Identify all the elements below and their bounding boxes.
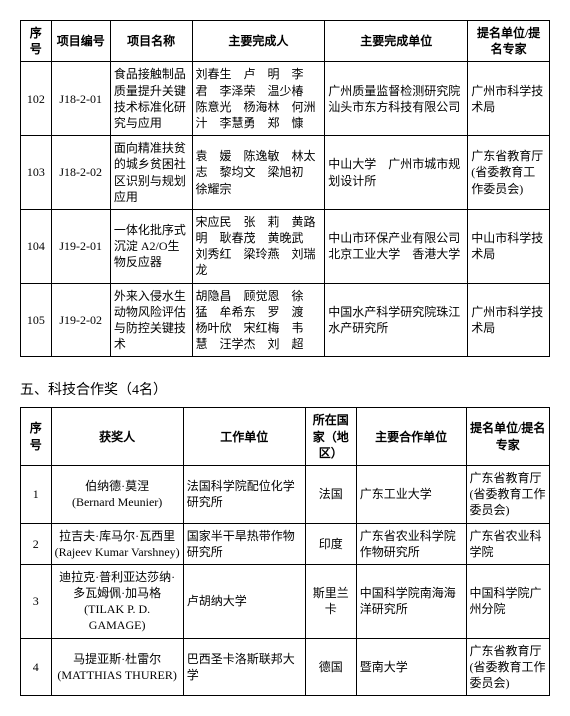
cell-work: 巴西圣卡洛斯联邦大学 [183,638,305,696]
cell-name: 面向精准扶贫的城乡贫困社区识别与规划应用 [110,136,192,210]
cell-code: J18-2-02 [51,136,110,210]
cell-work: 卢胡纳大学 [183,564,305,638]
cell-country: 德国 [305,638,356,696]
col-work: 工作单位 [183,408,305,466]
table-row: 1伯纳德·莫涅(Bernard Meunier)法国科学院配位化学研究所法国广东… [21,465,550,523]
cell-nominator: 广东省教育厅(省委教育工作委员会) [468,136,550,210]
col-nominator: 提名单位/提名专家 [466,408,549,466]
table-row: 3迪拉克·普利亚达莎纳·多瓦姆佩·加马格(TILAK P. D. GAMAGE)… [21,564,550,638]
cell-code: J19-2-01 [51,209,110,283]
cell-country: 斯里兰卡 [305,564,356,638]
cell-nominator: 广东省农业科学院 [466,523,549,564]
cell-seq: 104 [21,209,52,283]
cell-people: 宋应民 张 莉 黄路明 耿春茂 黄晚武 刘秀红 梁玲燕 刘瑞龙 [192,209,325,283]
col-orgs: 主要完成单位 [325,21,468,62]
table-header-row: 序号 项目编号 项目名称 主要完成人 主要完成单位 提名单位/提名专家 [21,21,550,62]
cell-country: 印度 [305,523,356,564]
col-awardee: 获奖人 [51,408,183,466]
cell-partner: 广东省农业科学院作物研究所 [356,523,466,564]
cell-orgs: 中山市环保产业有限公司 北京工业大学 香港大学 [325,209,468,283]
cell-orgs: 中山大学 广州市城市规划设计所 [325,136,468,210]
cell-seq: 102 [21,62,52,136]
table-row: 103J18-2-02面向精准扶贫的城乡贫困社区识别与规划应用袁 媛 陈逸敏 林… [21,136,550,210]
cooperation-award-table: 序号 获奖人 工作单位 所在国家（地区） 主要合作单位 提名单位/提名专家 1伯… [20,407,550,696]
section-title: 五、科技合作奖（4名） [20,379,550,399]
cell-code: J18-2-01 [51,62,110,136]
cell-name: 食品接触制品质量提升关键技术标准化研究与应用 [110,62,192,136]
col-name: 项目名称 [110,21,192,62]
cell-country: 法国 [305,465,356,523]
table-header-row: 序号 获奖人 工作单位 所在国家（地区） 主要合作单位 提名单位/提名专家 [21,408,550,466]
cell-nominator: 中国科学院广州分院 [466,564,549,638]
cell-seq: 2 [21,523,52,564]
table-row: 4马提亚斯·杜雷尔(MATTHIAS THURER)巴西圣卡洛斯联邦大学德国暨南… [21,638,550,696]
cell-nominator: 广东省教育厅(省委教育工作委员会) [466,638,549,696]
cell-people: 袁 媛 陈逸敏 林太志 黎均文 梁旭初 徐耀宗 [192,136,325,210]
table-row: 102J18-2-01食品接触制品质量提升关键技术标准化研究与应用刘春生 卢 明… [21,62,550,136]
cell-seq: 1 [21,465,52,523]
cell-orgs: 广州质量监督检测研究院 汕头市东方科技有限公司 [325,62,468,136]
cell-awardee: 拉吉夫·库马尔·瓦西里(Rajeev Kumar Varshney) [51,523,183,564]
cell-work: 国家半干旱热带作物研究所 [183,523,305,564]
col-country: 所在国家（地区） [305,408,356,466]
projects-table: 序号 项目编号 项目名称 主要完成人 主要完成单位 提名单位/提名专家 102J… [20,20,550,357]
table-row: 104J19-2-01一体化批序式沉淀 A2/O生物反应器宋应民 张 莉 黄路明… [21,209,550,283]
cell-nominator: 广州市科学技术局 [468,62,550,136]
col-code: 项目编号 [51,21,110,62]
col-partner: 主要合作单位 [356,408,466,466]
table-row: 2拉吉夫·库马尔·瓦西里(Rajeev Kumar Varshney)国家半干旱… [21,523,550,564]
cell-work: 法国科学院配位化学研究所 [183,465,305,523]
cell-people: 刘春生 卢 明 李 君 李泽荣 温少椿 陈意光 杨海林 何洲汁 李慧勇 郑 慷 [192,62,325,136]
cell-nominator: 广州市科学技术局 [468,283,550,357]
col-nominator: 提名单位/提名专家 [468,21,550,62]
cell-awardee: 迪拉克·普利亚达莎纳·多瓦姆佩·加马格(TILAK P. D. GAMAGE) [51,564,183,638]
col-people: 主要完成人 [192,21,325,62]
table-row: 105J19-2-02外来入侵水生动物风险评估与防控关键技术胡隐昌 顾觉恩 徐 … [21,283,550,357]
cell-seq: 4 [21,638,52,696]
cell-code: J19-2-02 [51,283,110,357]
col-seq: 序号 [21,21,52,62]
cell-name: 一体化批序式沉淀 A2/O生物反应器 [110,209,192,283]
cell-partner: 暨南大学 [356,638,466,696]
cell-name: 外来入侵水生动物风险评估与防控关键技术 [110,283,192,357]
cell-seq: 103 [21,136,52,210]
col-seq: 序号 [21,408,52,466]
cell-seq: 3 [21,564,52,638]
cell-nominator: 广东省教育厅(省委教育工作委员会) [466,465,549,523]
cell-orgs: 中国水产科学研究院珠江水产研究所 [325,283,468,357]
cell-partner: 广东工业大学 [356,465,466,523]
cell-seq: 105 [21,283,52,357]
cell-people: 胡隐昌 顾觉恩 徐 猛 牟希东 罗 渡 杨叶欣 宋红梅 韦 慧 汪学杰 刘 超 [192,283,325,357]
cell-nominator: 中山市科学技术局 [468,209,550,283]
cell-awardee: 伯纳德·莫涅(Bernard Meunier) [51,465,183,523]
cell-partner: 中国科学院南海海洋研究所 [356,564,466,638]
cell-awardee: 马提亚斯·杜雷尔(MATTHIAS THURER) [51,638,183,696]
